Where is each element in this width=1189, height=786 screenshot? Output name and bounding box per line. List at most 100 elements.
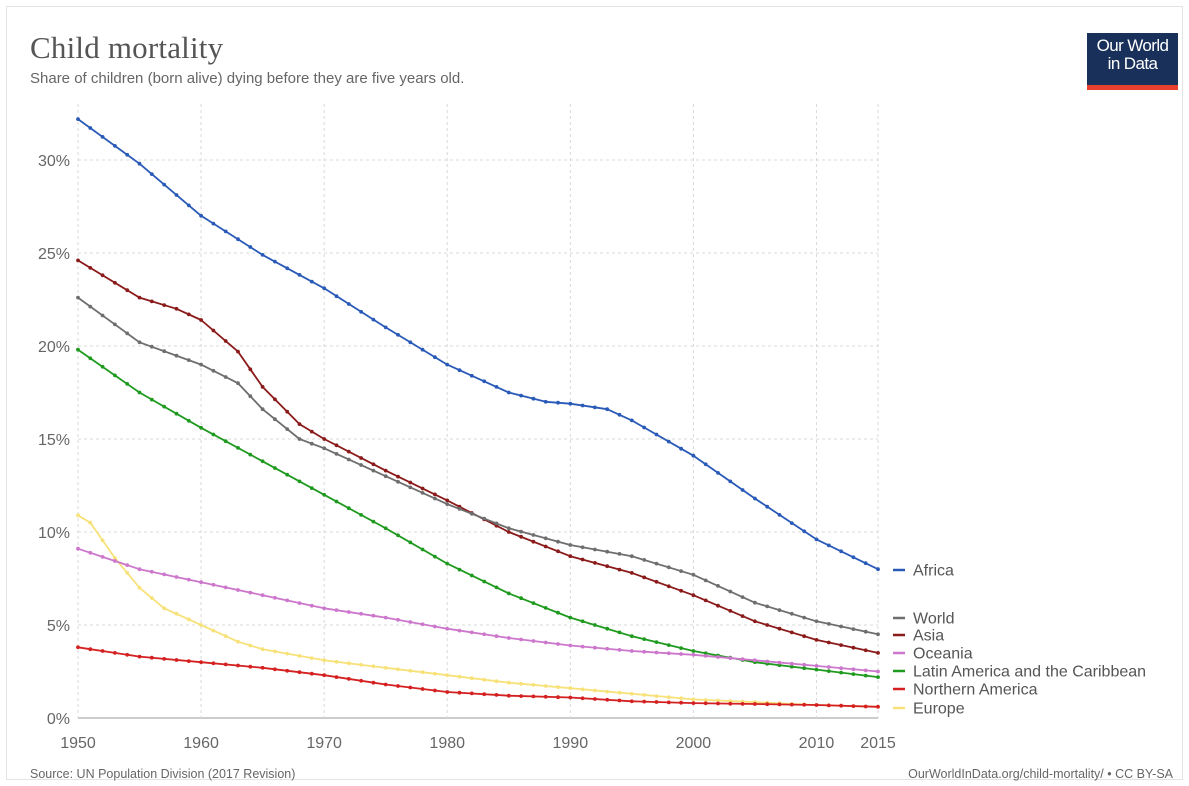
data-point bbox=[383, 474, 388, 479]
data-point bbox=[863, 668, 868, 673]
data-point bbox=[433, 688, 437, 693]
data-point bbox=[346, 677, 351, 681]
series-asia[interactable] bbox=[76, 258, 880, 655]
legend-item-northern-america[interactable]: Northern America bbox=[893, 682, 1038, 699]
data-point bbox=[679, 588, 683, 593]
data-point bbox=[789, 661, 794, 666]
data-point bbox=[100, 538, 105, 543]
series-world[interactable] bbox=[76, 295, 880, 637]
chart-frame bbox=[6, 6, 1183, 780]
data-point bbox=[543, 640, 548, 645]
data-point bbox=[383, 468, 388, 473]
data-point bbox=[359, 463, 363, 467]
data-point bbox=[420, 491, 425, 495]
data-point bbox=[629, 571, 634, 575]
series-europe[interactable] bbox=[76, 513, 880, 709]
data-point bbox=[211, 328, 216, 333]
data-point bbox=[740, 614, 745, 618]
data-point bbox=[814, 537, 819, 542]
data-point bbox=[543, 606, 548, 610]
owid-logo[interactable]: Our World in Data bbox=[1087, 33, 1178, 90]
data-point bbox=[457, 567, 462, 572]
data-point bbox=[642, 699, 647, 704]
data-point bbox=[605, 689, 610, 694]
data-point bbox=[494, 385, 499, 389]
legend-item-africa[interactable]: Africa bbox=[893, 563, 954, 580]
data-point bbox=[113, 280, 117, 285]
data-point bbox=[383, 325, 388, 330]
data-point bbox=[556, 539, 560, 544]
data-point bbox=[469, 573, 474, 578]
legend-item-asia[interactable]: Asia bbox=[893, 628, 944, 645]
data-point bbox=[408, 340, 413, 345]
y-tick-label: 15% bbox=[38, 432, 70, 449]
data-point bbox=[396, 479, 400, 484]
x-tick-label: 2000 bbox=[676, 735, 712, 752]
series-northern-america[interactable] bbox=[76, 645, 880, 709]
data-point bbox=[494, 693, 499, 697]
data-point bbox=[876, 704, 880, 709]
data-point bbox=[457, 674, 462, 679]
data-point bbox=[740, 488, 745, 492]
series-line-africa bbox=[77, 118, 879, 571]
series-line-northern-america bbox=[77, 646, 879, 708]
data-point bbox=[445, 502, 450, 506]
data-point bbox=[420, 670, 425, 675]
data-point bbox=[580, 619, 585, 624]
data-point bbox=[703, 701, 708, 706]
data-point bbox=[149, 397, 154, 402]
data-point bbox=[297, 654, 302, 658]
data-point bbox=[753, 496, 757, 501]
credit-link[interactable]: OurWorldInData.org/child-mortality/ • CC… bbox=[908, 767, 1173, 781]
data-point bbox=[482, 579, 487, 584]
data-point bbox=[802, 702, 807, 707]
data-point bbox=[309, 671, 314, 676]
data-point bbox=[248, 590, 253, 595]
data-point bbox=[740, 702, 745, 706]
data-point bbox=[260, 407, 265, 412]
legend-item-oceania[interactable]: Oceania bbox=[893, 646, 973, 663]
data-point bbox=[273, 417, 277, 422]
data-point bbox=[654, 561, 659, 566]
data-point bbox=[531, 683, 536, 687]
data-point bbox=[174, 658, 179, 662]
data-point bbox=[826, 703, 831, 708]
data-point bbox=[100, 649, 105, 653]
data-point bbox=[679, 569, 683, 573]
data-point bbox=[285, 668, 290, 673]
data-point bbox=[334, 294, 339, 299]
legend-item-latin-america-and-the-caribbean[interactable]: Latin America and the Caribbean bbox=[893, 664, 1146, 681]
series-line-world bbox=[77, 296, 879, 636]
data-point bbox=[199, 580, 204, 585]
data-point bbox=[420, 687, 425, 691]
series-latin-america-and-the-caribbean[interactable] bbox=[76, 347, 880, 679]
data-point bbox=[76, 546, 80, 551]
data-point bbox=[309, 429, 314, 434]
data-point bbox=[839, 666, 843, 671]
data-point bbox=[580, 644, 585, 649]
data-point bbox=[88, 647, 93, 652]
series-oceania[interactable] bbox=[76, 546, 880, 674]
data-point bbox=[543, 544, 548, 549]
data-point bbox=[777, 702, 782, 707]
series-line-latin-america-and-the-caribbean bbox=[77, 348, 879, 678]
legend-item-world[interactable]: World bbox=[893, 611, 955, 628]
series-africa[interactable] bbox=[76, 117, 880, 572]
data-point bbox=[876, 669, 880, 674]
data-point bbox=[519, 596, 523, 601]
data-point bbox=[248, 367, 253, 372]
data-point bbox=[789, 611, 794, 616]
data-point bbox=[322, 673, 327, 678]
data-point bbox=[519, 694, 523, 698]
data-point bbox=[703, 598, 708, 603]
source-note: Source: UN Population Division (2017 Rev… bbox=[30, 767, 296, 781]
data-point bbox=[543, 684, 548, 688]
legend-label: Latin America and the Caribbean bbox=[913, 664, 1146, 681]
data-point bbox=[765, 623, 770, 627]
legend-item-europe[interactable]: Europe bbox=[893, 701, 965, 718]
data-point bbox=[506, 530, 511, 534]
data-point bbox=[482, 379, 487, 384]
data-point bbox=[617, 698, 622, 703]
data-point bbox=[445, 690, 450, 694]
data-point bbox=[506, 526, 511, 531]
